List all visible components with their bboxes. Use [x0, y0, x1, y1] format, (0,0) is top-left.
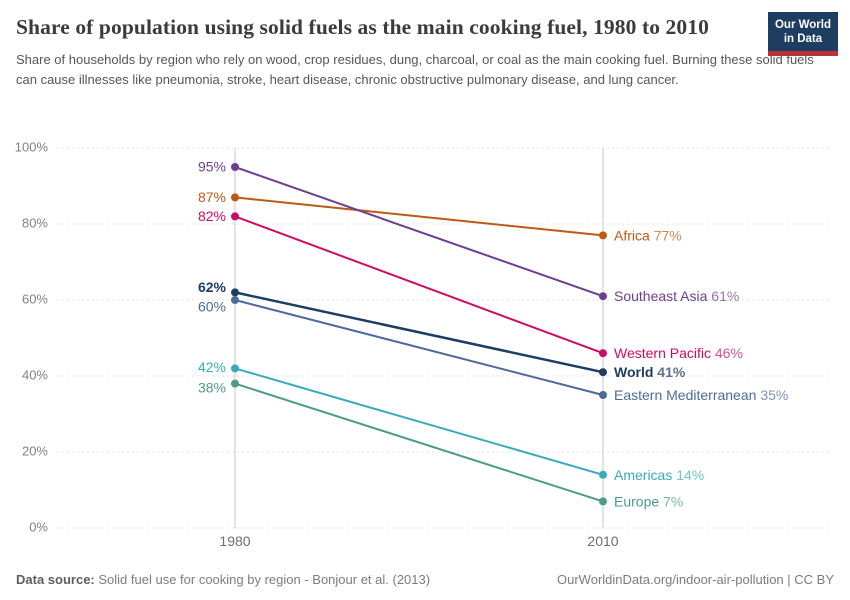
series-line-americas[interactable] [234, 367, 604, 476]
series-end-value-africa: 77% [654, 227, 682, 243]
x-axis-tick-label: 2010 [587, 533, 618, 549]
y-axis-tick-label: 60% [22, 291, 48, 306]
y-axis-tick-label: 0% [29, 519, 48, 534]
y-axis-tick-label: 40% [22, 367, 48, 382]
series-name-eastern-mediterranean[interactable]: Eastern Mediterranean [614, 387, 760, 403]
x-axis-tick-label: 1980 [219, 533, 250, 549]
series-end-label-western-pacific[interactable]: Western Pacific 46% [614, 345, 743, 361]
series-dot-eastern-mediterranean-start[interactable] [231, 296, 239, 304]
series-end-label-africa[interactable]: Africa 77% [614, 227, 682, 243]
owid-url-license-link[interactable]: OurWorldinData.org/indoor-air-pollution … [557, 572, 834, 587]
series-start-value-africa[interactable]: 87% [198, 189, 226, 205]
logo-text-line1: Our World [774, 19, 831, 31]
series-dot-world-end[interactable] [599, 368, 607, 377]
series-start-value-americas[interactable]: 42% [198, 359, 226, 375]
series-end-label-europe[interactable]: Europe 7% [614, 493, 683, 509]
series-line-southeast-asia[interactable] [234, 166, 604, 298]
series-dot-europe-end[interactable] [599, 497, 607, 506]
series-end-value-world: 41% [657, 364, 686, 380]
series-end-value-americas: 14% [676, 467, 704, 483]
data-source-label: Data source: [16, 572, 95, 587]
series-end-value-eastern-mediterranean: 35% [760, 387, 788, 403]
series-end-label-americas[interactable]: Americas 14% [614, 467, 704, 483]
y-axis-tick-label: 80% [22, 215, 48, 230]
series-line-africa[interactable] [234, 196, 604, 237]
series-dot-southeast-asia-end[interactable] [599, 292, 607, 301]
slope-chart-svg: 0% 20% 40% 60% 80% 100% 1980 2010 87% Africa 77% 9… [15, 139, 832, 549]
series-dot-southeast-asia-start[interactable] [231, 163, 239, 171]
chart-area: 0% 20% 40% 60% 80% 100% 1980 2010 87% Africa 77% 9… [0, 138, 850, 563]
series-name-world[interactable]: World [614, 364, 657, 380]
data-source-text: Solid fuel use for cooking by region - B… [98, 572, 431, 587]
series-dot-western-pacific-start[interactable] [231, 212, 239, 221]
y-axis-tick-label: 20% [22, 443, 48, 458]
series-start-value-world[interactable]: 62% [198, 279, 227, 295]
series-name-europe[interactable]: Europe [614, 493, 663, 509]
series-dot-world-start[interactable] [231, 288, 239, 297]
series-end-label-southeast-asia[interactable]: Southeast Asia 61% [614, 288, 739, 304]
series-dot-europe-start[interactable] [231, 379, 239, 388]
y-axis-tick-label: 100% [15, 139, 49, 154]
series-start-value-western-pacific[interactable]: 82% [198, 208, 226, 224]
series-dot-africa-end[interactable] [599, 231, 607, 240]
series-end-value-western-pacific: 46% [715, 345, 743, 361]
series-name-americas[interactable]: Americas [614, 467, 676, 483]
series-line-europe[interactable] [234, 382, 604, 503]
series-start-value-eastern-mediterranean[interactable]: 60% [198, 299, 226, 315]
chart-header: Our World in Data Share of population us… [0, 0, 850, 89]
series-dot-eastern-mediterranean-end[interactable] [599, 391, 607, 399]
series-name-africa[interactable]: Africa [614, 227, 654, 243]
chart-footer: Data source: Solid fuel use for cooking … [16, 572, 834, 587]
series-line-eastern-mediterranean[interactable] [234, 299, 604, 396]
series-start-value-southeast-asia[interactable]: 95% [198, 159, 226, 175]
series-name-western-pacific[interactable]: Western Pacific [614, 345, 715, 361]
data-source-line: Data source: Solid fuel use for cooking … [16, 572, 430, 587]
series-dot-western-pacific-end[interactable] [599, 349, 607, 358]
series-end-value-europe: 7% [663, 493, 683, 509]
logo-text-line2: in Data [783, 33, 823, 46]
chart-subtitle: Share of households by region who rely o… [16, 52, 814, 87]
series-name-southeast-asia[interactable]: Southeast Asia [614, 288, 711, 304]
series-end-label-world[interactable]: World 41% [614, 364, 686, 380]
series-line-western-pacific[interactable] [234, 215, 604, 355]
series-dot-americas-start[interactable] [231, 364, 239, 373]
series-end-value-southeast-asia: 61% [711, 288, 739, 304]
owid-logo[interactable]: Our World in Data [767, 12, 838, 56]
series-line-world[interactable] [234, 291, 604, 374]
series-dot-americas-end[interactable] [599, 470, 607, 479]
series-start-value-europe[interactable]: 38% [198, 379, 226, 395]
series-end-label-eastern-mediterranean[interactable]: Eastern Mediterranean 35% [614, 387, 788, 403]
chart-title: Share of population using solid fuels as… [16, 15, 709, 39]
series-dot-africa-start[interactable] [231, 193, 239, 202]
